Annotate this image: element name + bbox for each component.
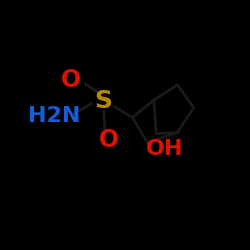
Text: O: O [99,128,119,152]
Text: O: O [61,68,81,92]
Text: S: S [95,89,113,113]
Text: OH: OH [146,139,184,159]
Text: H2N: H2N [28,106,80,126]
